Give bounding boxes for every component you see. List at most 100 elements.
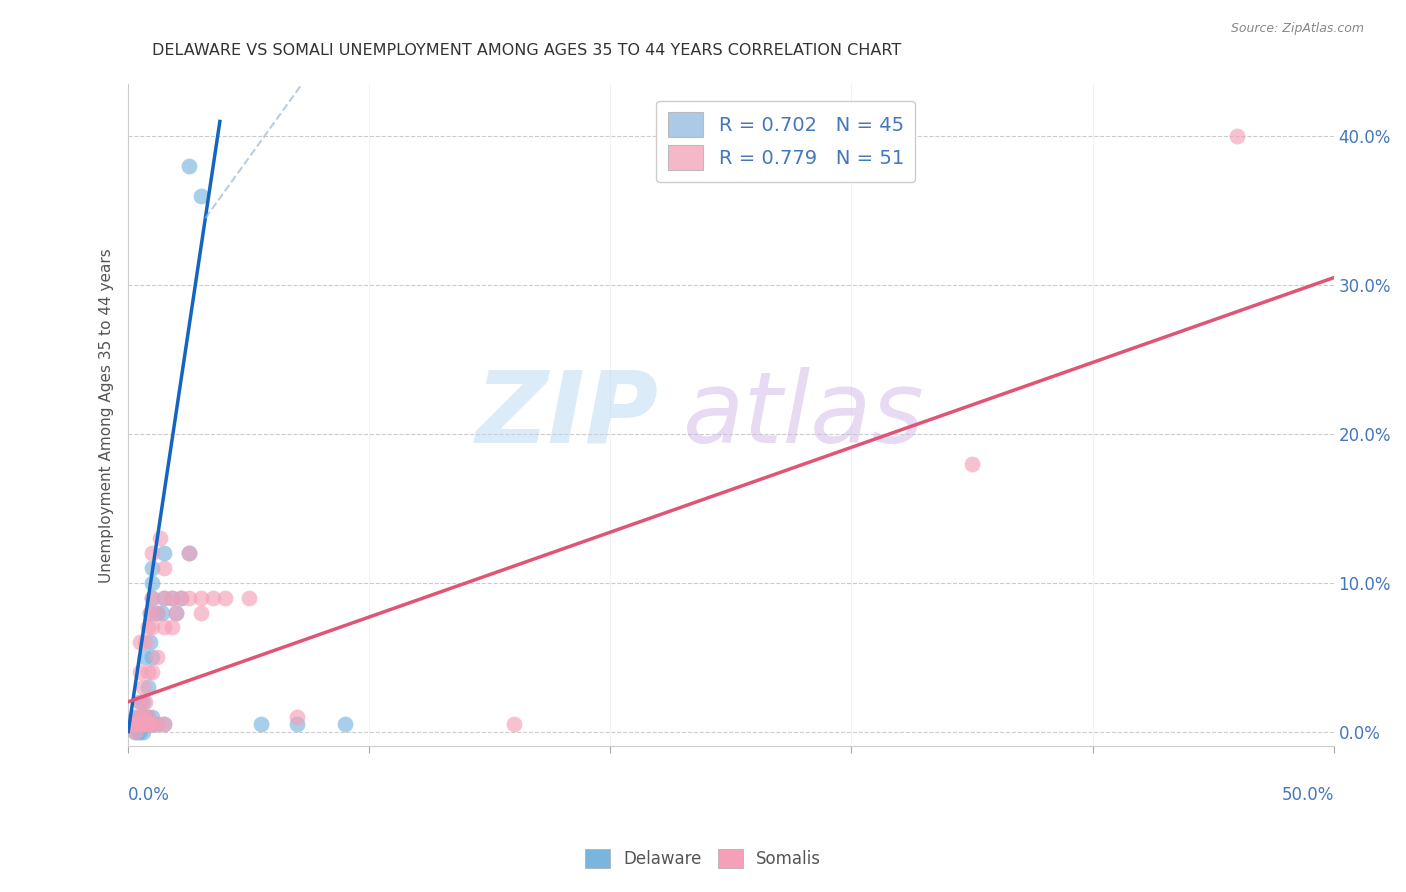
Text: Source: ZipAtlas.com: Source: ZipAtlas.com <box>1230 22 1364 36</box>
Point <box>129 695 152 709</box>
Text: DELAWARE VS SOMALI UNEMPLOYMENT AMONG AGES 35 TO 44 YEARS CORRELATION CHART: DELAWARE VS SOMALI UNEMPLOYMENT AMONG AG… <box>152 43 901 58</box>
Point <box>136 709 159 723</box>
Point <box>153 717 176 731</box>
Point <box>129 635 152 649</box>
Point <box>124 709 146 723</box>
Point <box>132 680 155 694</box>
Point <box>141 546 163 560</box>
Point <box>134 717 156 731</box>
Point <box>201 591 224 605</box>
Point <box>134 695 156 709</box>
Point <box>160 591 183 605</box>
Point <box>166 606 188 620</box>
Point <box>124 717 146 731</box>
Point <box>177 546 200 560</box>
Legend: R = 0.702   N = 45, R = 0.779   N = 51: R = 0.702 N = 45, R = 0.779 N = 51 <box>657 101 915 182</box>
Point <box>170 591 193 605</box>
Point <box>141 665 163 679</box>
Point <box>177 159 200 173</box>
Point <box>129 695 152 709</box>
Point <box>124 724 146 739</box>
Point <box>170 591 193 605</box>
Point <box>139 717 162 731</box>
Point <box>132 695 155 709</box>
Point <box>129 724 152 739</box>
Point <box>134 717 156 731</box>
Point <box>153 620 176 634</box>
Point <box>190 189 212 203</box>
Point <box>127 709 149 723</box>
Y-axis label: Unemployment Among Ages 35 to 44 years: Unemployment Among Ages 35 to 44 years <box>100 248 114 582</box>
Point <box>141 620 163 634</box>
Point <box>177 546 200 560</box>
Legend: Delaware, Somalis: Delaware, Somalis <box>578 843 828 875</box>
Point <box>129 665 152 679</box>
Point <box>141 717 163 731</box>
Point <box>136 620 159 634</box>
Point <box>160 591 183 605</box>
Point <box>1226 129 1249 144</box>
Point <box>139 606 162 620</box>
Point <box>139 717 162 731</box>
Point <box>132 724 155 739</box>
Point <box>285 709 308 723</box>
Point <box>141 650 163 665</box>
Point <box>124 717 146 731</box>
Point <box>136 680 159 694</box>
Point <box>129 709 152 723</box>
Point <box>132 709 155 723</box>
Point <box>149 531 172 545</box>
Text: atlas: atlas <box>683 367 924 464</box>
Point <box>214 591 236 605</box>
Point <box>139 635 162 649</box>
Text: 50.0%: 50.0% <box>1281 786 1334 805</box>
Point <box>134 650 156 665</box>
Point <box>122 717 145 731</box>
Point <box>132 717 155 731</box>
Point <box>166 606 188 620</box>
Point <box>153 717 176 731</box>
Point <box>132 717 155 731</box>
Point <box>136 717 159 731</box>
Point <box>136 709 159 723</box>
Point <box>153 591 176 605</box>
Point <box>503 717 526 731</box>
Point <box>146 717 169 731</box>
Point <box>146 606 169 620</box>
Point <box>134 709 156 723</box>
Point <box>141 575 163 590</box>
Point <box>960 457 983 471</box>
Point <box>129 717 152 731</box>
Point <box>127 717 149 731</box>
Point <box>122 717 145 731</box>
Point <box>153 591 176 605</box>
Point <box>141 717 163 731</box>
Point <box>150 606 173 620</box>
Point <box>250 717 273 731</box>
Point <box>153 561 176 575</box>
Point <box>141 591 163 605</box>
Text: 0.0%: 0.0% <box>128 786 170 805</box>
Point <box>160 620 183 634</box>
Point <box>129 709 152 723</box>
Point <box>127 717 149 731</box>
Point <box>120 717 142 731</box>
Point <box>190 606 212 620</box>
Point <box>238 591 260 605</box>
Point <box>132 709 155 723</box>
Text: ZIP: ZIP <box>475 367 658 464</box>
Point <box>335 717 357 731</box>
Point <box>190 591 212 605</box>
Point <box>146 606 169 620</box>
Point <box>136 717 159 731</box>
Point <box>127 724 149 739</box>
Point <box>129 717 152 731</box>
Point <box>134 635 156 649</box>
Point <box>139 606 162 620</box>
Point <box>285 717 308 731</box>
Point <box>124 724 146 739</box>
Point <box>120 717 142 731</box>
Point <box>146 650 169 665</box>
Point <box>153 546 176 560</box>
Point <box>136 665 159 679</box>
